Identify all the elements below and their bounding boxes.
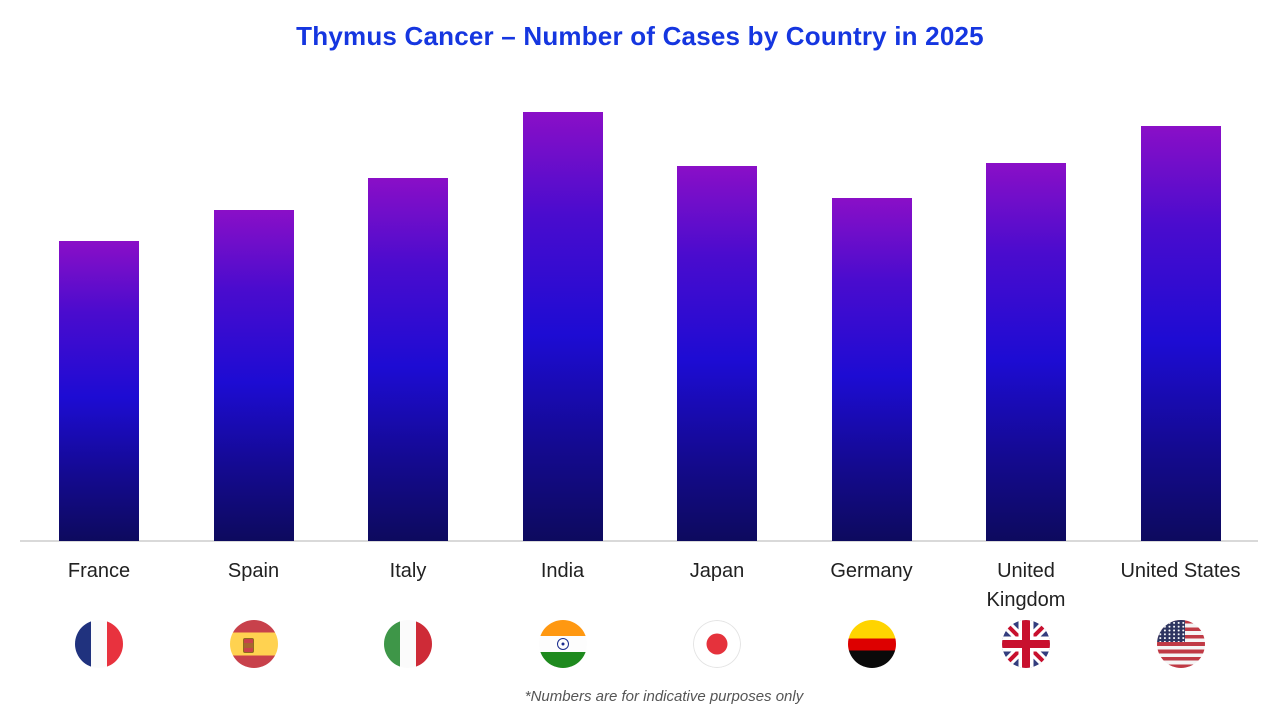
- bar-germany: [831, 198, 912, 541]
- bar-united-kingdom: [986, 163, 1066, 541]
- x-axis-label-united-states: United States: [1120, 560, 1241, 582]
- spain-flag-icon: [229, 620, 278, 668]
- bar-india: [522, 112, 603, 541]
- united-kingdom-flag-icon: [1002, 620, 1050, 668]
- bar-spain: [213, 210, 294, 541]
- x-axis-label-united-kingdom: United Kingdom: [986, 560, 1066, 611]
- x-axis-label-spain: Spain: [227, 560, 280, 582]
- japan-flag-icon: [693, 620, 741, 668]
- x-axis-label-germany: Germany: [830, 560, 913, 582]
- france-flag-icon: [75, 620, 123, 668]
- x-axis-label-france: France: [67, 560, 131, 582]
- x-axis-label-india: India: [540, 560, 585, 582]
- india-flag-icon: [538, 620, 587, 668]
- bar-japan: [677, 166, 757, 541]
- x-axis-label-italy: Italy: [389, 560, 427, 582]
- bar-italy: [368, 178, 448, 541]
- chart-title: Thymus Cancer – Number of Cases by Count…: [296, 21, 984, 51]
- bar-france: [59, 241, 139, 541]
- germany-flag-icon: [847, 620, 896, 668]
- united-states-flag-icon: [1156, 620, 1205, 668]
- x-axis-line: [20, 540, 1258, 542]
- bar-united-states: [1140, 126, 1221, 541]
- x-axis-label-japan: Japan: [689, 560, 745, 582]
- footnote: *Numbers are for indicative purposes onl…: [524, 688, 804, 705]
- italy-flag-icon: [384, 620, 432, 668]
